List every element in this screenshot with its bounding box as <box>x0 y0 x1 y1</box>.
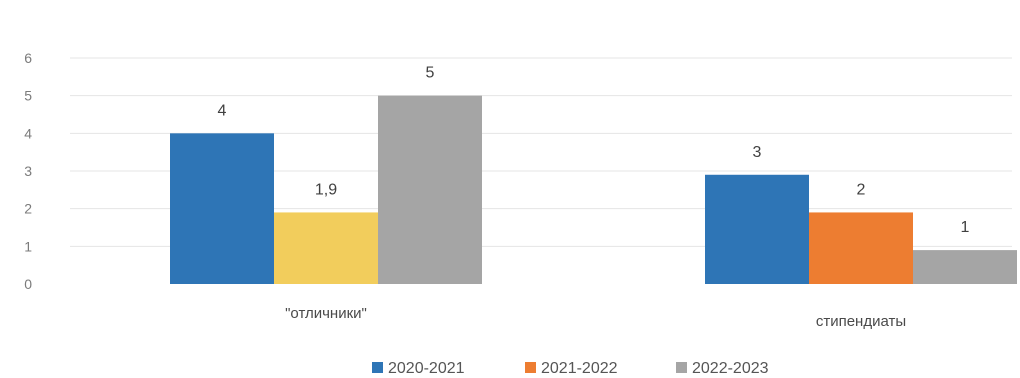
y-tick-label: 6 <box>24 50 32 66</box>
legend-swatch <box>525 362 536 373</box>
legend-label: 2020-2021 <box>388 360 465 377</box>
legend-label: 2021-2022 <box>541 360 618 377</box>
legend-swatch <box>372 362 383 373</box>
data-label: 4 <box>218 102 227 119</box>
category-labels: "отличники" стипендиаты <box>285 305 906 330</box>
data-label: 5 <box>426 65 435 82</box>
bar <box>705 174 809 284</box>
data-label: 3 <box>753 144 762 161</box>
y-tick-label: 0 <box>24 276 32 292</box>
legend-label: 2022-2023 <box>692 360 769 377</box>
y-tick-label: 5 <box>24 88 32 104</box>
data-label: 1 <box>961 219 970 236</box>
category-label: "отличники" <box>285 305 367 322</box>
bar <box>170 133 274 284</box>
y-tick-label: 4 <box>24 125 32 141</box>
bar <box>274 212 378 284</box>
y-tick-label: 3 <box>24 163 32 179</box>
bar <box>809 212 913 284</box>
data-label: 2 <box>857 181 866 198</box>
bars <box>170 95 1017 285</box>
legend: 2020-2021 2021-2022 2022-2023 <box>372 360 769 377</box>
data-label: 1,9 <box>315 181 337 198</box>
category-label: стипендиаты <box>816 313 906 330</box>
y-tick-label: 2 <box>24 201 32 217</box>
data-labels: 4 1,9 5 3 2 1 <box>218 65 970 236</box>
legend-swatch <box>676 362 687 373</box>
bar <box>913 250 1017 284</box>
y-axis-ticks: 0 1 2 3 4 5 6 <box>24 50 32 292</box>
bar <box>378 95 482 285</box>
y-tick-label: 1 <box>24 238 32 254</box>
